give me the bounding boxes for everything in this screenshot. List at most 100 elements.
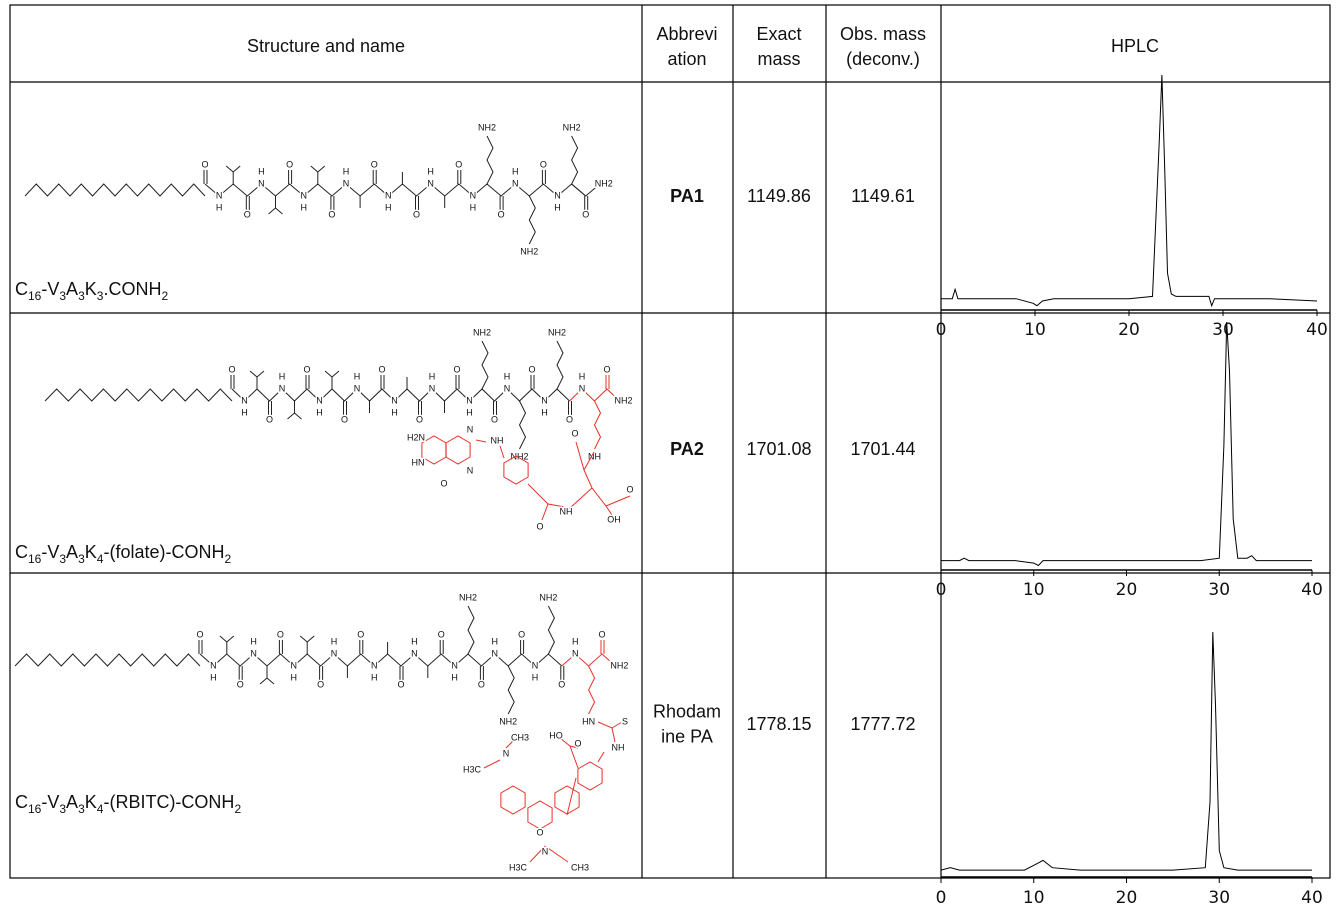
lipid-chain bbox=[14, 653, 201, 667]
atom-label: O bbox=[196, 629, 203, 639]
table-grid bbox=[9, 4, 1331, 879]
lipid-chain bbox=[24, 183, 206, 197]
atom-label: H bbox=[241, 407, 248, 417]
ring bbox=[503, 455, 529, 485]
atom-label: HN bbox=[582, 716, 595, 726]
lysine-chain bbox=[571, 135, 579, 185]
atom-label: H bbox=[291, 672, 298, 682]
atom-label: O bbox=[286, 159, 293, 169]
atom-label: N bbox=[331, 648, 338, 658]
name-part: 16 bbox=[28, 552, 42, 566]
atom-label: O bbox=[603, 364, 610, 374]
modification-bond bbox=[597, 721, 623, 729]
atom-label: N bbox=[343, 178, 350, 188]
name-part: 4 bbox=[97, 552, 104, 566]
side-group bbox=[256, 370, 265, 378]
atom-label: O bbox=[303, 364, 310, 374]
atom-label: N bbox=[279, 383, 286, 393]
abbreviation: PA2 bbox=[670, 439, 704, 459]
x-tick-label: 0 bbox=[936, 580, 947, 600]
side-group bbox=[299, 635, 308, 643]
atom-label: O bbox=[266, 414, 273, 424]
name-part: -(folate)-CONH bbox=[103, 542, 224, 562]
atom-label: H bbox=[279, 371, 286, 381]
modification-bond bbox=[541, 487, 593, 521]
atom-label: H bbox=[385, 202, 392, 212]
atom-label: O bbox=[277, 629, 284, 639]
side-group bbox=[249, 370, 258, 378]
exact-mass: 1778.15 bbox=[746, 714, 811, 734]
atom-label: O bbox=[438, 629, 445, 639]
atom-label: N bbox=[554, 190, 561, 200]
atom-label: O bbox=[378, 364, 385, 374]
atom-label: CH3 bbox=[571, 862, 589, 872]
atom-label: N bbox=[504, 383, 511, 393]
side-group bbox=[324, 370, 333, 378]
lysine-chain bbox=[593, 400, 602, 450]
atom-label: NH bbox=[612, 742, 625, 752]
atom-label: N bbox=[371, 660, 378, 670]
atom-label: N bbox=[385, 190, 392, 200]
atom-label: O bbox=[228, 364, 235, 374]
atom-label: O bbox=[491, 414, 498, 424]
atom-label: O bbox=[574, 738, 581, 748]
atom-label: H bbox=[216, 202, 223, 212]
name-part: 16 bbox=[28, 802, 42, 816]
atom-label: N bbox=[210, 660, 217, 670]
side-group bbox=[266, 677, 275, 685]
atom-label: HO bbox=[549, 730, 563, 740]
atom-label: O bbox=[413, 209, 420, 219]
compound-name: C16-V3A3K3.CONH2 bbox=[15, 279, 168, 303]
atom-label: N bbox=[451, 660, 458, 670]
modification-bond bbox=[529, 845, 546, 863]
atom-label: N bbox=[467, 465, 474, 475]
atom-label: O bbox=[498, 209, 505, 219]
atom-label: O bbox=[440, 478, 447, 488]
atom-label: N bbox=[470, 190, 477, 200]
atom-label: NH bbox=[588, 451, 601, 461]
atom-label: N bbox=[532, 660, 539, 670]
name-part: 3 bbox=[59, 802, 66, 816]
exact-mass: 1701.08 bbox=[746, 439, 811, 459]
atom-label: H bbox=[451, 672, 458, 682]
side-group bbox=[219, 635, 228, 643]
atom-label: H bbox=[532, 672, 539, 682]
atom-label: H bbox=[579, 371, 586, 381]
name-part: A bbox=[66, 542, 78, 562]
atom-label: O bbox=[582, 209, 589, 219]
atom-label: H bbox=[258, 166, 265, 176]
atom-label: NH2 bbox=[563, 122, 581, 132]
hplc-chart: 0 10 20 30 40 bbox=[936, 321, 1323, 600]
atom-label: NH2 bbox=[610, 660, 628, 670]
name-part: -V bbox=[41, 542, 59, 562]
atom-label: N bbox=[411, 648, 418, 658]
atom-label: N bbox=[216, 190, 223, 200]
name-part: 4 bbox=[97, 802, 104, 816]
atom-label: H bbox=[466, 407, 473, 417]
modification-bond bbox=[505, 739, 515, 749]
atom-label: O bbox=[341, 414, 348, 424]
atom-label: N bbox=[512, 178, 519, 188]
atom-label: N bbox=[541, 395, 548, 405]
atom-label: O bbox=[626, 484, 633, 494]
atom-label: NH bbox=[560, 506, 573, 516]
atom-label: O bbox=[357, 629, 364, 639]
modification-bond bbox=[597, 751, 605, 763]
atom-label: H bbox=[427, 166, 434, 176]
atom-label: H bbox=[316, 407, 323, 417]
side-group bbox=[310, 165, 319, 173]
atom-label: H bbox=[470, 202, 477, 212]
name-part: A bbox=[66, 279, 78, 299]
name-part: C bbox=[15, 542, 28, 562]
atom-label: NH2 bbox=[478, 122, 496, 132]
x-tick-label: 20 bbox=[1118, 320, 1140, 340]
atom-label: H bbox=[391, 407, 398, 417]
atom-label: NH2 bbox=[499, 716, 517, 726]
atom-label: N bbox=[466, 395, 473, 405]
ring bbox=[500, 785, 526, 815]
modification-bond bbox=[544, 845, 569, 863]
name-part: 3 bbox=[97, 289, 104, 303]
atom-label: H bbox=[411, 636, 418, 646]
atom-label: H bbox=[429, 371, 436, 381]
